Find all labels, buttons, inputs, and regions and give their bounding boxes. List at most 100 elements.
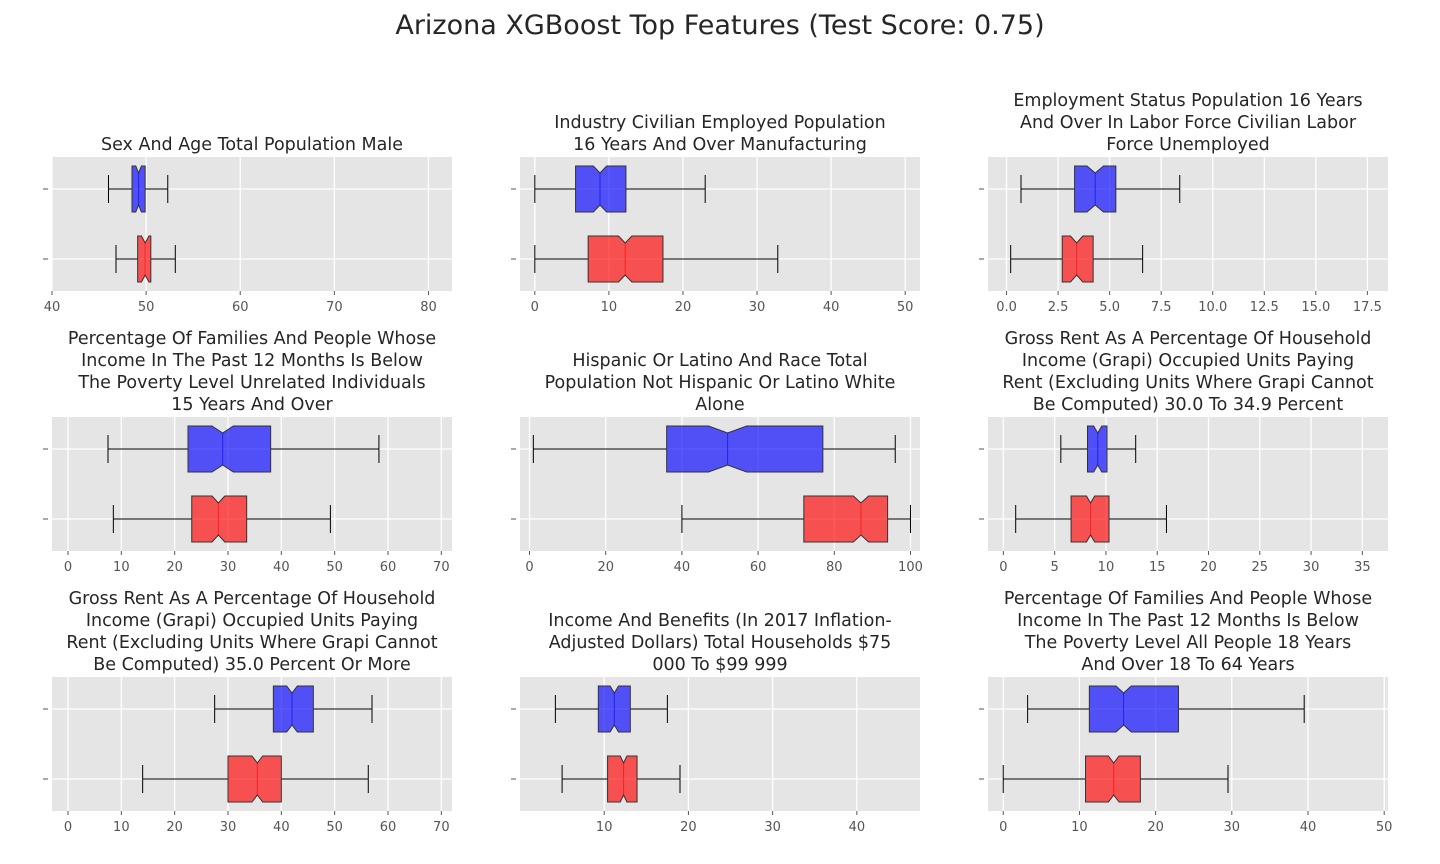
box-blue <box>273 686 313 732</box>
x-tick-label: 30 <box>749 300 766 315</box>
x-tick-label: 60 <box>380 820 397 835</box>
x-tick-label: 40 <box>273 820 290 835</box>
plot-title: Income (Grapi) Occupied Units Paying <box>86 611 418 631</box>
plot-title: Income In The Past 12 Months Is Below <box>1017 611 1359 631</box>
x-tick-label: 20 <box>166 560 183 575</box>
plot-title: 000 To $99 999 <box>652 655 787 675</box>
x-tick-label: 10 <box>1071 820 1088 835</box>
plot-title: Sex And Age Total Population Male <box>101 135 403 155</box>
box-red <box>608 756 637 802</box>
x-tick-label: 30 <box>1303 560 1320 575</box>
plot-title: Percentage Of Families And People Whose <box>68 329 436 349</box>
plot-area <box>52 157 452 291</box>
x-tick-label: 40 <box>849 820 866 835</box>
x-tick-label: 12.5 <box>1250 300 1279 315</box>
plot-title: Hispanic Or Latino And Race Total <box>572 351 867 371</box>
x-tick-label: 10 <box>596 820 613 835</box>
x-tick-label: 20 <box>680 820 697 835</box>
x-tick-label: 2.5 <box>1048 300 1069 315</box>
x-tick-label: 20 <box>166 820 183 835</box>
plot-title: Industry Civilian Employed Population <box>554 113 885 133</box>
x-tick-label: 25 <box>1252 560 1269 575</box>
x-tick-label: 20 <box>675 300 692 315</box>
x-tick-label: 50 <box>897 300 914 315</box>
x-tick-label: 10 <box>113 820 130 835</box>
box-red <box>192 496 247 542</box>
x-tick-label: 40 <box>273 560 290 575</box>
x-tick-label: 50 <box>1376 820 1393 835</box>
x-tick-label: 5.0 <box>1099 300 1120 315</box>
x-tick-label: 20 <box>597 560 614 575</box>
x-tick-label: 40 <box>674 560 691 575</box>
x-tick-label: 70 <box>326 300 343 315</box>
box-blue <box>1089 686 1178 732</box>
x-tick-label: 40 <box>823 300 840 315</box>
x-tick-label: 7.5 <box>1151 300 1172 315</box>
box-red <box>1086 756 1141 802</box>
x-tick-label: 0 <box>64 820 72 835</box>
plot-title: Income (Grapi) Occupied Units Paying <box>1022 351 1354 371</box>
plot-title: And Over In Labor Force Civilian Labor <box>1020 113 1357 133</box>
x-tick-label: 15 <box>1149 560 1166 575</box>
x-tick-label: 0.0 <box>996 300 1017 315</box>
x-tick-label: 0 <box>531 300 539 315</box>
plot-title: Population Not Hispanic Or Latino White <box>545 373 896 393</box>
x-tick-label: 35 <box>1354 560 1371 575</box>
x-tick-label: 40 <box>44 300 61 315</box>
x-tick-label: 20 <box>1147 820 1164 835</box>
x-tick-label: 100 <box>898 560 923 575</box>
x-tick-label: 0 <box>64 560 72 575</box>
x-tick-label: 50 <box>326 820 343 835</box>
plot-title: Adjusted Dollars) Total Households $75 <box>549 633 892 653</box>
plot-title: Income In The Past 12 Months Is Below <box>81 351 423 371</box>
plot-title: The Poverty Level All People 18 Years <box>1024 633 1352 653</box>
x-tick-label: 80 <box>826 560 843 575</box>
x-tick-label: 10.0 <box>1198 300 1227 315</box>
box-red <box>1071 496 1109 542</box>
plot-title: Be Computed) 35.0 Percent Or More <box>93 655 411 675</box>
plot-area <box>988 417 1388 551</box>
x-tick-label: 40 <box>1300 820 1317 835</box>
plot-title: And Over 18 To 64 Years <box>1081 655 1294 675</box>
x-tick-label: 10 <box>113 560 130 575</box>
x-tick-label: 5 <box>1051 560 1059 575</box>
box-blue <box>188 426 271 472</box>
box-red <box>804 496 888 542</box>
x-tick-label: 60 <box>232 300 249 315</box>
plot-title: Alone <box>695 395 744 415</box>
x-tick-label: 15.0 <box>1301 300 1330 315</box>
x-tick-label: 80 <box>420 300 437 315</box>
x-tick-label: 0 <box>525 560 533 575</box>
plot-title: Force Unemployed <box>1106 135 1270 155</box>
x-tick-label: 30 <box>764 820 781 835</box>
x-tick-label: 70 <box>433 820 450 835</box>
x-tick-label: 50 <box>138 300 155 315</box>
box-blue <box>1087 426 1106 472</box>
box-red <box>1062 236 1093 282</box>
x-tick-label: 0 <box>999 820 1007 835</box>
x-tick-label: 20 <box>1200 560 1217 575</box>
plot-title: Employment Status Population 16 Years <box>1013 91 1362 111</box>
box-red <box>228 756 281 802</box>
x-tick-label: 17.5 <box>1353 300 1382 315</box>
plot-title: 15 Years And Over <box>171 395 333 415</box>
x-tick-label: 10 <box>1098 560 1115 575</box>
plot-area <box>988 157 1388 291</box>
plot-title: Income And Benefits (In 2017 Inflation- <box>548 611 891 631</box>
x-tick-label: 30 <box>1224 820 1241 835</box>
x-tick-label: 60 <box>380 560 397 575</box>
box-blue <box>576 166 626 212</box>
x-tick-label: 60 <box>750 560 767 575</box>
plot-area <box>520 677 920 811</box>
box-red <box>138 236 151 282</box>
box-blue <box>667 426 823 472</box>
plot-area <box>988 677 1388 811</box>
plot-title: Gross Rent As A Percentage Of Household <box>69 589 436 609</box>
plot-title: Percentage Of Families And People Whose <box>1004 589 1372 609</box>
plot-title: Rent (Excluding Units Where Grapi Cannot <box>1002 373 1373 393</box>
x-tick-label: 30 <box>220 820 237 835</box>
plot-title: Be Computed) 30.0 To 34.9 Percent <box>1033 395 1344 415</box>
x-tick-label: 0 <box>999 560 1007 575</box>
plot-title: 16 Years And Over Manufacturing <box>573 135 867 155</box>
